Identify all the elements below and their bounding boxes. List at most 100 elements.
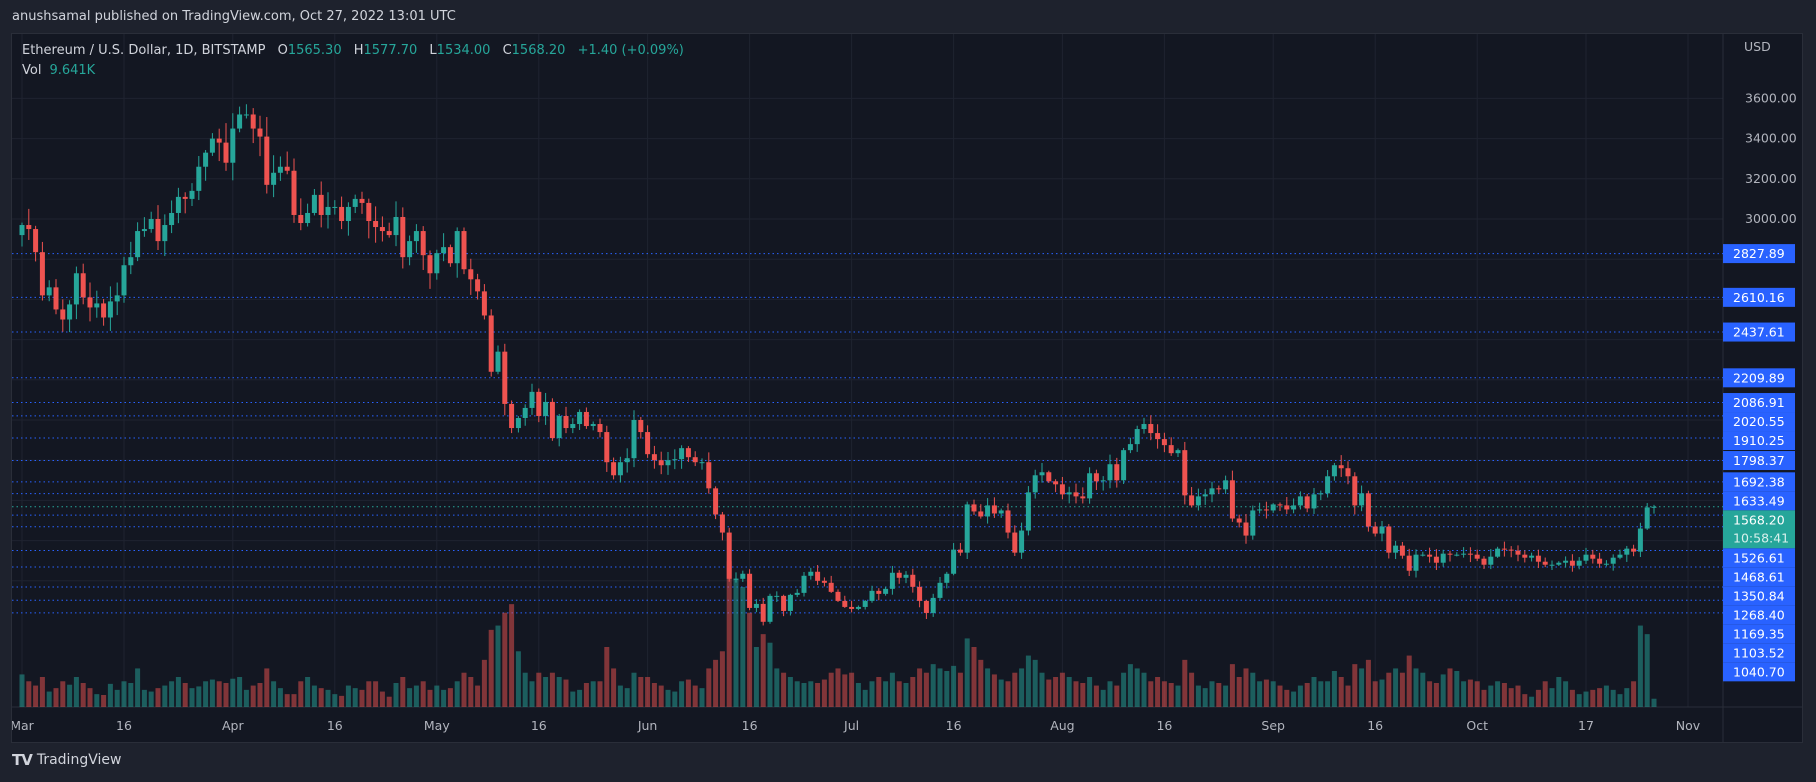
volume-bar — [1291, 691, 1297, 707]
candle-body — [774, 595, 780, 597]
candle-body — [1590, 554, 1596, 559]
volume-bar — [842, 674, 848, 707]
volume-bar — [1012, 672, 1018, 707]
candle-body — [740, 573, 746, 579]
volume-bar — [1080, 683, 1086, 707]
candle-body — [1039, 472, 1045, 476]
candle-body — [318, 194, 324, 215]
volume-bar — [719, 651, 725, 707]
volume-bar — [631, 672, 637, 707]
volume-bar — [475, 685, 481, 707]
candlestick-chart[interactable]: Mar 16 Apr 16 May 16 Jun 16 Jul 16 Aug 16 Sep 16 Oct 17… — [12, 34, 1802, 742]
volume-bar — [121, 681, 127, 707]
volume-bar — [1359, 668, 1365, 707]
volume-bar — [536, 672, 542, 707]
volume-bar — [1257, 681, 1263, 707]
candle-body — [291, 170, 297, 215]
candle-body — [1025, 492, 1031, 531]
volume-bar — [1529, 696, 1535, 707]
volume-bar — [481, 659, 487, 707]
volume-bar — [413, 685, 419, 707]
candle-body — [1413, 554, 1419, 571]
candle-body — [1311, 494, 1317, 509]
volume-bar — [563, 679, 569, 707]
volume-bar — [1148, 681, 1154, 707]
tradingview-logo[interactable]: TV TradingView — [12, 751, 121, 769]
candle-body — [1080, 496, 1086, 499]
volume-bar — [1488, 685, 1494, 707]
volume-bar — [454, 681, 460, 707]
candle-body — [1155, 433, 1161, 440]
volume-bar — [420, 681, 426, 707]
volume-bar — [726, 561, 732, 707]
candle-body — [624, 458, 630, 463]
price-label-text: 1798.37 — [1733, 453, 1785, 468]
volume-bar — [787, 677, 793, 707]
candle-body — [917, 586, 923, 601]
volume-bar — [1134, 668, 1140, 707]
x-tick-label: 16 — [1156, 718, 1172, 733]
volume-bar — [1229, 664, 1235, 707]
volume-bar — [1073, 681, 1079, 707]
volume-bar — [1406, 655, 1412, 707]
price-label-background — [1723, 662, 1795, 682]
symbol-title[interactable]: Ethereum / U.S. Dollar, 1D, BITSTAMP — [22, 43, 266, 58]
candle-body — [393, 216, 399, 236]
price-label-text: 1103.52 — [1733, 645, 1785, 660]
candle-body — [1651, 506, 1657, 508]
volume-bar — [1338, 677, 1344, 707]
volume-bar — [339, 695, 345, 707]
candle-body — [1617, 554, 1623, 558]
x-tick-label: Apr — [222, 718, 244, 733]
volume-bar — [998, 679, 1004, 707]
candle-body — [407, 241, 413, 258]
volume-bar — [434, 685, 440, 707]
candle-body — [230, 128, 236, 163]
candle-body — [121, 265, 127, 296]
candle-body — [305, 212, 311, 224]
candle-body — [665, 460, 671, 466]
candle-body — [1114, 464, 1120, 481]
candle-body — [1297, 496, 1303, 506]
candle-body — [237, 114, 243, 129]
candle-body — [1168, 445, 1174, 454]
chart-panel[interactable]: Mar 16 Apr 16 May 16 Jun 16 Jul 16 Aug 16 Sep 16 Oct 17… — [11, 33, 1803, 743]
volume-bar — [26, 681, 32, 707]
volume-bar — [60, 681, 66, 707]
candle-body — [1359, 493, 1365, 506]
volume-bar — [1331, 671, 1337, 707]
candle-body — [454, 231, 460, 264]
price-label-background — [1723, 510, 1795, 549]
volume-bar — [624, 688, 630, 707]
candle-body — [73, 273, 79, 305]
volume-bar — [1495, 681, 1501, 707]
volume-bar — [33, 685, 39, 707]
candle-body — [495, 351, 501, 372]
volume-bar — [1209, 681, 1215, 707]
volume-bar — [80, 683, 86, 707]
volume-label[interactable]: Vol — [22, 63, 42, 78]
volume-bar — [590, 681, 596, 707]
candle-body — [869, 590, 875, 601]
candle-body — [128, 257, 134, 266]
candle-body — [80, 273, 86, 298]
volume-bar — [753, 647, 759, 707]
price-label-text: 1169.35 — [1733, 626, 1785, 641]
volume-bar — [94, 694, 100, 707]
y-tick-label: 3600.00 — [1745, 90, 1797, 105]
candle-body — [332, 206, 338, 208]
candle-body — [216, 138, 222, 143]
volume-bar — [1195, 685, 1201, 707]
candle-body — [155, 219, 161, 242]
volume-bar — [1427, 681, 1433, 707]
volume-bar — [801, 683, 807, 707]
level-price-label: 1798.37 — [1723, 451, 1795, 471]
volume-bar — [53, 688, 59, 707]
candle-body — [1529, 555, 1535, 558]
volume-bar — [951, 665, 957, 707]
candle-body — [1141, 424, 1147, 430]
candle-body — [883, 588, 889, 594]
volume-bar — [1039, 672, 1045, 707]
candle-body — [468, 269, 474, 280]
candle-body — [1202, 494, 1208, 497]
